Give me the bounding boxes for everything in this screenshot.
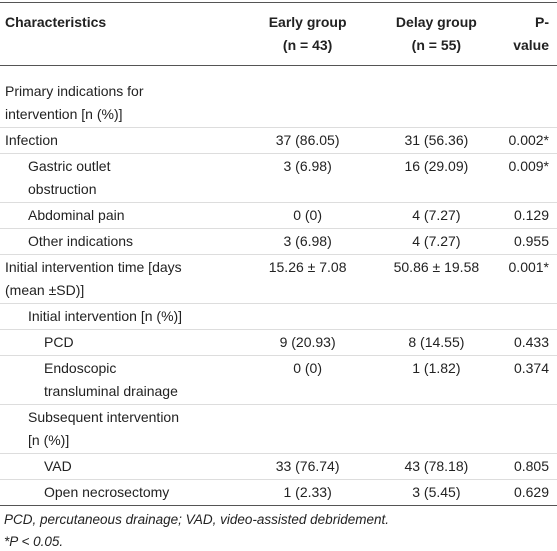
header-line: (n = 55) <box>411 37 462 53</box>
p-cell: 0.001* <box>504 254 557 304</box>
label-line: obstruction <box>28 181 97 197</box>
delay-cell: 4 (7.27) <box>368 228 505 255</box>
label-line: transluminal drainage <box>44 383 178 399</box>
delay-cell: 31 (56.36) <box>368 127 505 154</box>
delay-cell <box>368 303 505 330</box>
label-cell: Primary indications for intervention [n (… <box>0 66 247 128</box>
early-cell: 0 (0) <box>246 202 369 229</box>
early-cell: 1 (2.33) <box>246 479 369 506</box>
early-cell: 33 (76.74) <box>246 453 369 480</box>
early-cell <box>246 404 369 454</box>
table-row: Primary indications for intervention [n (… <box>0 66 557 128</box>
label-cell: Other indications <box>0 228 247 255</box>
table-row: Initial intervention [n (%)] <box>0 303 557 330</box>
label-line: PCD <box>44 334 74 350</box>
label-line: Initial intervention time [days <box>5 259 182 275</box>
delay-cell: 50.86 ± 19.58 <box>368 254 505 304</box>
label-cell: PCD <box>0 329 247 356</box>
table-row: Other indications 3 (6.98) 4 (7.27) 0.955 <box>0 228 557 255</box>
delay-cell: 8 (14.55) <box>368 329 505 356</box>
early-cell: 0 (0) <box>246 355 369 405</box>
table-row: PCD 9 (20.93) 8 (14.55) 0.433 <box>0 329 557 356</box>
delay-cell: 43 (78.18) <box>368 453 505 480</box>
label-line: VAD <box>44 458 72 474</box>
p-cell: 0.629 <box>504 479 557 506</box>
table-row: Subsequent intervention [n (%)] <box>0 404 557 454</box>
table-row: Abdominal pain 0 (0) 4 (7.27) 0.129 <box>0 202 557 229</box>
header-line: (n = 43) <box>282 37 333 53</box>
label-cell: Initial intervention [n (%)] <box>0 303 247 330</box>
early-cell <box>247 66 368 128</box>
label-line: Other indications <box>28 233 134 249</box>
header-line: Delay group <box>395 14 477 30</box>
label-cell: Subsequent intervention [n (%)] <box>0 404 247 454</box>
p-cell: 0.129 <box>504 202 557 229</box>
p-cell: 0.433 <box>504 329 557 356</box>
delay-cell: 1 (1.82) <box>368 355 505 405</box>
p-cell: 0.009* <box>504 153 557 203</box>
table-row: Endoscopic transluminal drainage 0 (0) 1 (1… <box>0 355 557 405</box>
delay-cell: 16 (29.09) <box>368 153 505 203</box>
delay-cell <box>368 66 504 128</box>
table-row: Initial intervention time [days (mean ±SD… <box>0 254 557 304</box>
table-row: Infection 37 (86.05) 31 (56.36) 0.002* <box>0 127 557 154</box>
label-line: Open necrosectomy <box>44 484 170 500</box>
p-cell: 0.002* <box>504 127 557 154</box>
early-cell <box>246 303 369 330</box>
header-line: Early group <box>268 14 347 30</box>
delay-cell: 4 (7.27) <box>368 202 505 229</box>
label-cell: Open necrosectomy <box>0 479 247 506</box>
label-line: Infection <box>5 132 58 148</box>
p-cell <box>504 303 557 330</box>
delay-cell <box>368 404 505 454</box>
label-cell: Endoscopic transluminal drainage <box>0 355 247 405</box>
label-line: Primary indications for <box>5 83 144 99</box>
table-row: Gastric outlet obstruction 3 (6.98) 16 (29.… <box>0 153 557 203</box>
header-row: Characteristics Early group (n = 43) Dela… <box>0 2 557 66</box>
label-cell: Infection <box>0 127 247 154</box>
label-cell: Gastric outlet obstruction <box>0 153 247 203</box>
label-cell: Initial intervention time [days (mean ±SD… <box>0 254 247 304</box>
label-line: [n (%)] <box>28 432 70 448</box>
label-line: Endoscopic <box>44 360 117 376</box>
early-cell: 3 (6.98) <box>246 228 369 255</box>
p-cell: 0.805 <box>504 453 557 480</box>
label-line: (mean ±SD)] <box>5 282 85 298</box>
early-cell: 15.26 ± 7.08 <box>246 254 369 304</box>
label-cell: Abdominal pain <box>0 202 247 229</box>
label-line: intervention [n (%)] <box>5 106 123 122</box>
p-cell <box>504 404 557 454</box>
early-cell: 9 (20.93) <box>246 329 369 356</box>
label-cell: VAD <box>0 453 247 480</box>
p-cell: 0.374 <box>504 355 557 405</box>
header-cell: Characteristics <box>0 2 247 66</box>
early-cell: 37 (86.05) <box>246 127 369 154</box>
footnote: *P < 0.05. <box>4 534 64 549</box>
p-cell: 0.955 <box>504 228 557 255</box>
label-line: Abdominal pain <box>28 207 125 223</box>
footnote: PCD, percutaneous drainage; VAD, video-a… <box>4 512 389 527</box>
label-line: Gastric outlet <box>28 158 111 174</box>
table-row: Open necrosectomy 1 (2.33) 3 (5.45) 0.629 <box>0 479 557 506</box>
data-table: Characteristics Early group (n = 43) Dela… <box>0 2 557 506</box>
p-cell <box>504 66 557 128</box>
label-line: Subsequent intervention <box>28 409 179 425</box>
label-line: Initial intervention [n (%)] <box>28 308 183 324</box>
header-cell: Early group (n = 43) <box>246 2 369 66</box>
table-row: VAD 33 (76.74) 43 (78.18) 0.805 <box>0 453 557 480</box>
header-cell: Delay group (n = 55) <box>368 2 505 66</box>
header-cell: P-value <box>504 2 557 66</box>
delay-cell: 3 (5.45) <box>368 479 505 506</box>
early-cell: 3 (6.98) <box>246 153 369 203</box>
